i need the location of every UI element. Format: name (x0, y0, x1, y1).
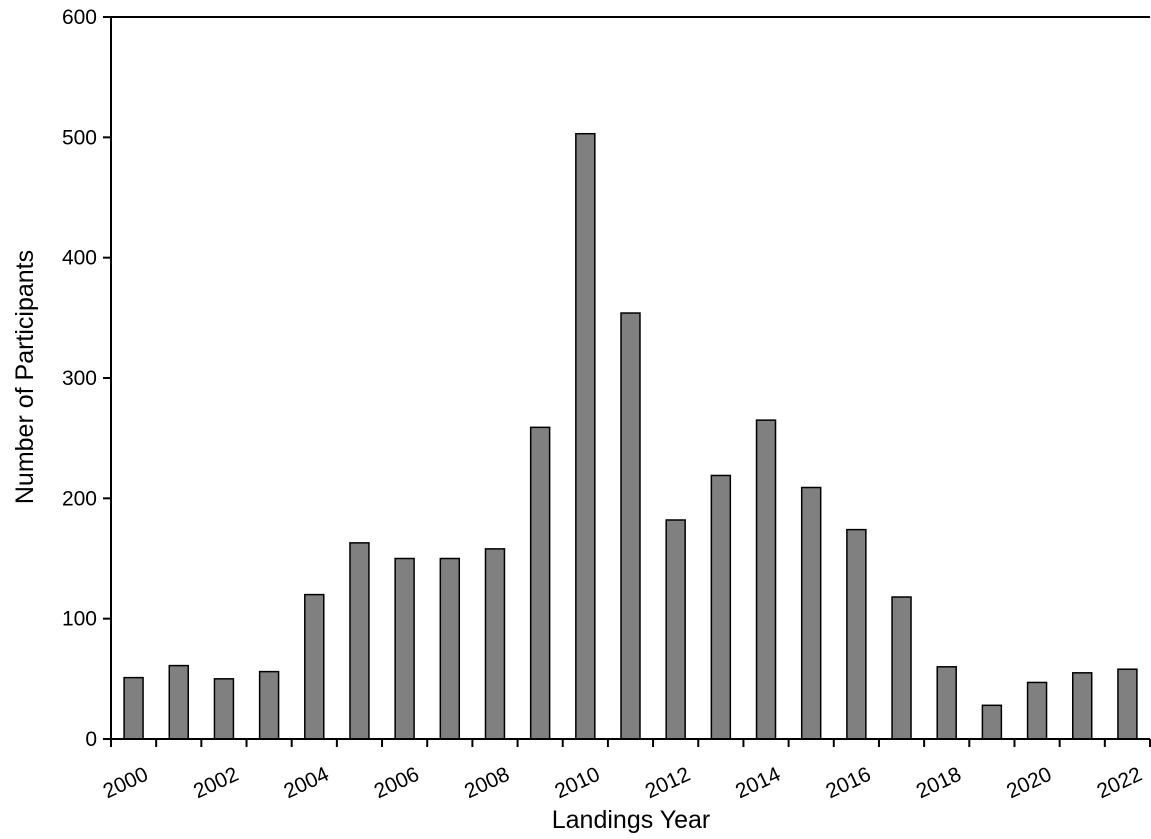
bar-2002 (213, 678, 235, 740)
bar-2014 (755, 419, 777, 740)
bar-2011 (620, 312, 641, 740)
x-tick-label: 2010 (551, 763, 603, 804)
bar-2018 (936, 666, 957, 740)
bar-2005 (349, 542, 370, 740)
x-tick-label: 2014 (732, 763, 784, 804)
bar-2001 (168, 664, 189, 740)
x-tick-label: 2016 (822, 763, 874, 804)
x-tick-label: 2000 (100, 763, 152, 804)
y-tick-label: 500 (62, 126, 97, 149)
bar-2021 (1072, 672, 1093, 740)
y-tick-label: 100 (62, 608, 97, 631)
x-ticks-group: 2000 2002 2004 2006 2008 2010 2012 2014 2016 2018… (100, 739, 1151, 804)
bar-2022 (1117, 668, 1138, 740)
y-ticks-group: 0 100 200 300 400 500 600 (62, 6, 111, 751)
y-axis-title: Number of Participants (11, 250, 39, 504)
x-tick-label: 2020 (1003, 763, 1055, 804)
x-tick-label: 2018 (913, 763, 965, 804)
y-tick-label: 0 (85, 728, 97, 751)
bar-2020 (1026, 681, 1048, 740)
bar-2003 (258, 670, 280, 740)
bar-2008 (484, 548, 506, 740)
bar-2010 (575, 132, 596, 740)
bar-2000 (123, 676, 144, 740)
x-tick-label: 2006 (371, 763, 423, 804)
y-tick-label: 200 (62, 487, 97, 510)
x-tick-label: 2022 (1093, 763, 1145, 804)
y-tick-label: 400 (62, 247, 97, 270)
x-tick-label: 2004 (280, 763, 332, 804)
bars-group (123, 132, 1138, 740)
bar-2009 (529, 426, 551, 740)
bar-2004 (304, 593, 325, 740)
bar-2012 (665, 519, 686, 740)
bar-2019 (981, 704, 1003, 740)
bar-2013 (710, 474, 732, 740)
y-tick-label: 300 (62, 367, 97, 390)
y-tick-label: 600 (62, 6, 97, 29)
x-tick-label: 2012 (642, 763, 694, 804)
bar-2015 (800, 486, 822, 740)
bar-2007 (439, 557, 461, 740)
x-tick-label: 2008 (461, 763, 513, 804)
bar-2006 (394, 557, 415, 740)
bar-2017 (891, 596, 912, 740)
x-axis-title: Landings Year (552, 806, 710, 834)
x-tick-label: 2002 (190, 763, 242, 804)
bar-2016 (846, 528, 867, 740)
